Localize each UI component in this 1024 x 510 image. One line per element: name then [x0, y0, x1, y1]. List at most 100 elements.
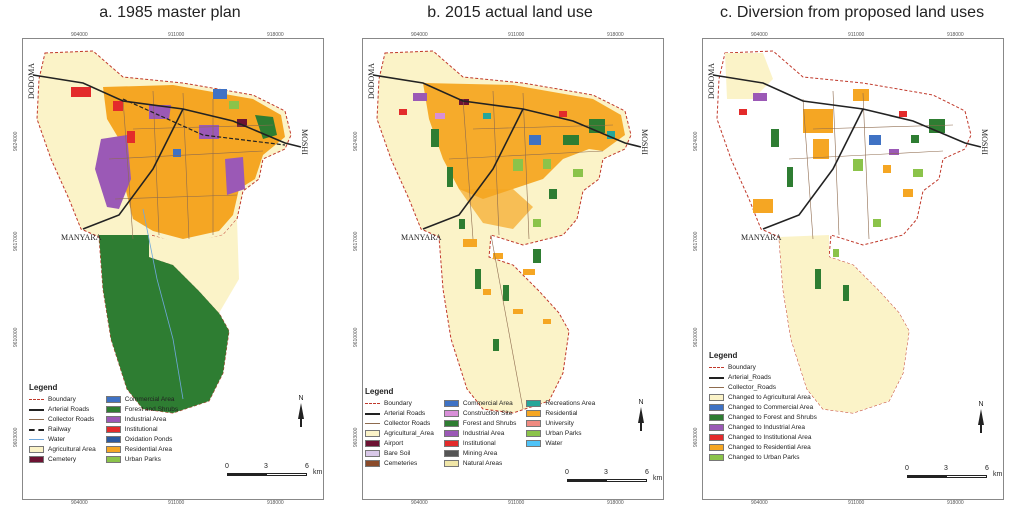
- legend-label: Boundary: [728, 363, 756, 371]
- north-label: N: [638, 399, 644, 406]
- panel-2015-actual-land-use: b. 2015 actual land use 904000 911000 91…: [340, 0, 680, 510]
- legend-swatch: [709, 423, 724, 431]
- legend-swatch: [105, 405, 121, 413]
- collector-roads: [108, 90, 274, 240]
- legend-item: Water: [29, 434, 96, 444]
- legend-item: Commercial Area: [105, 394, 178, 404]
- legend-item: Commercial Area: [443, 398, 516, 408]
- legend-label: Institutional: [124, 425, 158, 433]
- institutional-zone: [71, 87, 91, 97]
- tick-left: 9624000: [13, 131, 19, 151]
- boundary-area: [716, 50, 972, 414]
- legend-label: Agricultural Area: [48, 445, 96, 453]
- legend-item: Industrial Area: [443, 428, 516, 438]
- urban-parks-zone: [229, 101, 239, 109]
- tick-bottom: 918000: [947, 500, 964, 506]
- legend-label: Arterial_Roads: [728, 373, 771, 381]
- legend-item: Urban Parks: [105, 454, 178, 464]
- legend-item: Changed to Institutional Area: [709, 432, 817, 442]
- panel-title: a. 1985 master plan: [99, 4, 241, 21]
- legend-label: Changed to Institutional Area: [728, 433, 812, 441]
- cemetery-zone: [237, 119, 247, 127]
- arterial-road: [762, 108, 864, 230]
- legend-label: Urban Parks: [124, 455, 161, 463]
- legend-swatch: [105, 415, 121, 423]
- scale-bar: 0 3 6 km: [225, 463, 322, 479]
- tick-bottom: 911000: [848, 500, 865, 506]
- legend-label: University: [545, 419, 574, 427]
- legend-label: Industrial Area: [462, 429, 505, 437]
- map-frame: 904000 911000 918000 904000 911000 91800…: [13, 32, 324, 506]
- tick-left: 9617000: [13, 231, 19, 251]
- legend-line-symbol: [709, 364, 724, 371]
- commercial-zone: [173, 149, 181, 157]
- north-arrow-icon: N: [635, 399, 647, 431]
- industrial-zone: [225, 157, 245, 195]
- tick-left: 9624000: [693, 131, 699, 151]
- tick-left: 9617000: [353, 231, 359, 251]
- map-frame: 904000 911000 918000 904000 911000 91800…: [353, 32, 664, 506]
- industrial-zone: [149, 105, 171, 119]
- legend-swatch: [29, 445, 44, 453]
- legend-label: Airport: [384, 439, 404, 447]
- legend-swatch: [443, 409, 459, 417]
- legend-swatch: [443, 439, 459, 447]
- place-label-west: DODOMA: [367, 63, 376, 99]
- legend-item: Construction Site: [443, 408, 516, 418]
- legend-swatch: [526, 429, 542, 437]
- tick-left: 9603000: [13, 427, 19, 447]
- legend-item: Changed to Industrial Area: [709, 422, 817, 432]
- legend-label: Oxidation Ponds: [124, 435, 173, 443]
- legend-label: Changed to Forest and Shrubs: [728, 413, 817, 421]
- urban-parks-zone: [255, 115, 277, 139]
- legend-label: Cemetery: [48, 455, 77, 463]
- legend-swatch: [365, 459, 380, 467]
- legend-item: Changed to Residential Area: [709, 442, 817, 452]
- legend-item: Changed to Forest and Shrubs: [709, 412, 817, 422]
- place-label-east: MOSHI: [980, 129, 989, 155]
- legend-label: Water: [48, 435, 66, 443]
- legend-label: Natural Areas: [462, 459, 503, 467]
- legend-swatch: [709, 403, 724, 411]
- legend-line-symbol: [29, 436, 44, 443]
- legend-item: University: [526, 418, 595, 428]
- legend-line-symbol: [29, 396, 44, 403]
- legend-item: Collector Roads: [365, 418, 434, 428]
- legend-item: Changed to Urban Parks: [709, 452, 817, 462]
- legend-swatch: [443, 459, 459, 467]
- legend-line-symbol: [29, 426, 44, 433]
- legend-label: Forest and Shrubs: [124, 405, 179, 413]
- tick-top: 911000: [848, 32, 865, 38]
- legend: Legend Boundary Arterial Roads Collector R…: [365, 387, 605, 468]
- legend-swatch: [526, 439, 542, 447]
- legend-item: Changed to Agricultural Area: [709, 392, 817, 402]
- legend-item: Natural Areas: [443, 458, 516, 468]
- legend-label: Recreations Area: [545, 399, 596, 407]
- scale-bar: 0 3 6 km: [565, 469, 662, 485]
- tick-left: 9603000: [353, 427, 359, 447]
- legend-item: Industrial Area: [105, 414, 178, 424]
- legend-item: Bare Soil: [365, 448, 434, 458]
- legend-label: Boundary: [48, 395, 76, 403]
- urban-parks-patches: [513, 159, 583, 227]
- arterial-road: [422, 108, 524, 230]
- legend-title: Legend: [365, 387, 394, 396]
- tick-left: 9624000: [353, 131, 359, 151]
- tick-left: 9617000: [693, 231, 699, 251]
- legend-item: Arterial Roads: [365, 408, 434, 418]
- industrial-zone: [199, 125, 219, 139]
- railway: [122, 98, 286, 146]
- forest-zone: [99, 235, 229, 413]
- legend-label: Collector Roads: [48, 415, 95, 423]
- legend-swatch: [365, 449, 380, 457]
- legend-label: Residential Area: [124, 445, 173, 453]
- legend-swatch: [105, 395, 121, 403]
- legend-swatch: [443, 399, 459, 407]
- legend-item: Arterial Roads: [29, 404, 96, 414]
- tick-top: 918000: [947, 32, 964, 38]
- legend-item: Boundary: [29, 394, 96, 404]
- legend-item: Cemetery: [29, 454, 96, 464]
- legend-item: Collector Roads: [29, 414, 96, 424]
- legend-swatch: [105, 445, 121, 453]
- collector-roads: [788, 90, 954, 240]
